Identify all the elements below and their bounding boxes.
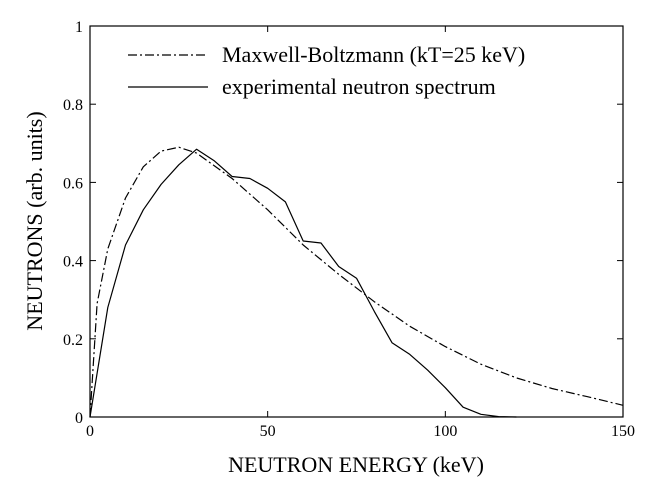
legend: Maxwell-Boltzmann (kT=25 keV) experiment… [128,42,525,99]
ticks [89,25,624,418]
series-lines [89,146,624,418]
series-line-maxwell-boltzmann [89,146,624,418]
tick-labels: 0 50 100 150 0 0.2 0.4 0.6 0.8 1 [63,19,635,440]
y-tick-label: 0.4 [63,254,83,271]
y-tick-label: 1 [75,19,83,36]
x-tick-label: 50 [260,423,276,440]
y-axis-label: NEUTRONS (arb. units) [22,111,47,330]
y-tick-label: 0 [75,410,83,427]
plot-frame [89,25,624,418]
x-axis-label: NEUTRON ENERGY (keV) [228,452,484,477]
legend-label-experimental: experimental neutron spectrum [222,74,496,99]
x-tick-label: 100 [433,423,457,440]
x-tick-label: 0 [86,423,94,440]
y-tick-label: 0.8 [63,97,83,114]
series-line-experimental [89,148,517,418]
x-tick-label: 150 [611,423,635,440]
legend-label-maxwell-boltzmann: Maxwell-Boltzmann (kT=25 keV) [222,42,525,67]
y-tick-label: 0.2 [63,332,83,349]
y-tick-label: 0.6 [63,175,83,192]
